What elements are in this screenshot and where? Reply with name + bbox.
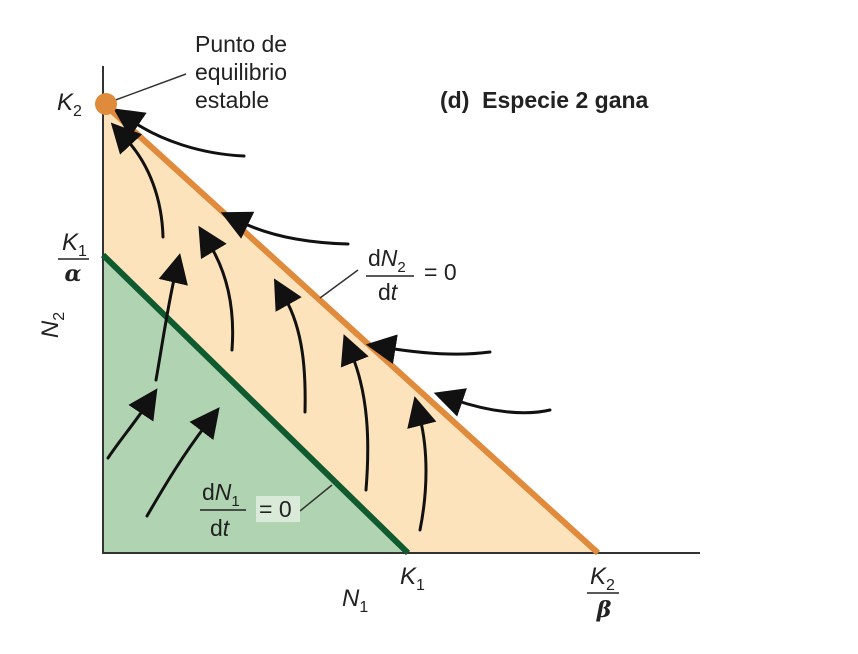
x-tick-k2-over-beta: K2 β <box>587 563 619 623</box>
trajectory-arrow <box>433 388 552 417</box>
trajectory-arrows <box>106 108 552 532</box>
stable-equilibrium-point <box>95 93 117 115</box>
trajectory-arrow <box>365 334 492 365</box>
stable-point-line-3: estable <box>195 87 269 113</box>
svg-text:dt: dt <box>378 279 399 305</box>
trajectory-arrow <box>198 225 235 352</box>
trajectory-arrow <box>106 388 158 460</box>
y-axis-label: N2 <box>37 312 68 338</box>
x-axis-label: N1 <box>342 585 368 616</box>
dn1-isocline <box>100 252 411 556</box>
trajectory-arrow <box>110 122 165 239</box>
stable-point-label: Punto de equilibrio estable <box>195 31 293 113</box>
svg-text:N2: N2 <box>37 312 68 338</box>
trajectory-arrow <box>407 396 437 532</box>
dn2-isocline <box>100 100 601 556</box>
trajectory-arrow <box>340 334 370 492</box>
svg-text:= 0: = 0 <box>259 496 292 522</box>
dn1-isocline-label: dN1 dt = 0 <box>200 479 333 541</box>
dn2-isocline-label: dN2 dt = 0 <box>319 245 457 305</box>
y-tick-k1-over-alpha: K1 α <box>58 229 89 287</box>
y-tick-k2: K2 <box>57 89 82 120</box>
svg-text:= 0: = 0 <box>424 259 457 285</box>
svg-text:β: β <box>596 597 612 623</box>
stable-point-line-1: Punto de <box>195 31 287 57</box>
panel-title: (d) Especie 2 gana <box>440 87 649 113</box>
svg-text:K1: K1 <box>62 229 87 260</box>
trajectory-arrow <box>220 211 350 246</box>
trajectory-arrow <box>154 253 188 382</box>
stable-point-line-2: equilibrio <box>195 59 287 85</box>
trajectory-arrow <box>273 278 307 414</box>
stable-point-leader <box>109 73 187 103</box>
svg-text:α: α <box>65 261 82 287</box>
trajectory-arrow <box>145 407 220 518</box>
svg-text:K2: K2 <box>590 563 615 594</box>
svg-text:dN1: dN1 <box>202 479 240 510</box>
x-tick-k1: K1 <box>400 563 425 594</box>
svg-text:dN2: dN2 <box>368 245 406 276</box>
svg-text:dt: dt <box>210 515 231 541</box>
